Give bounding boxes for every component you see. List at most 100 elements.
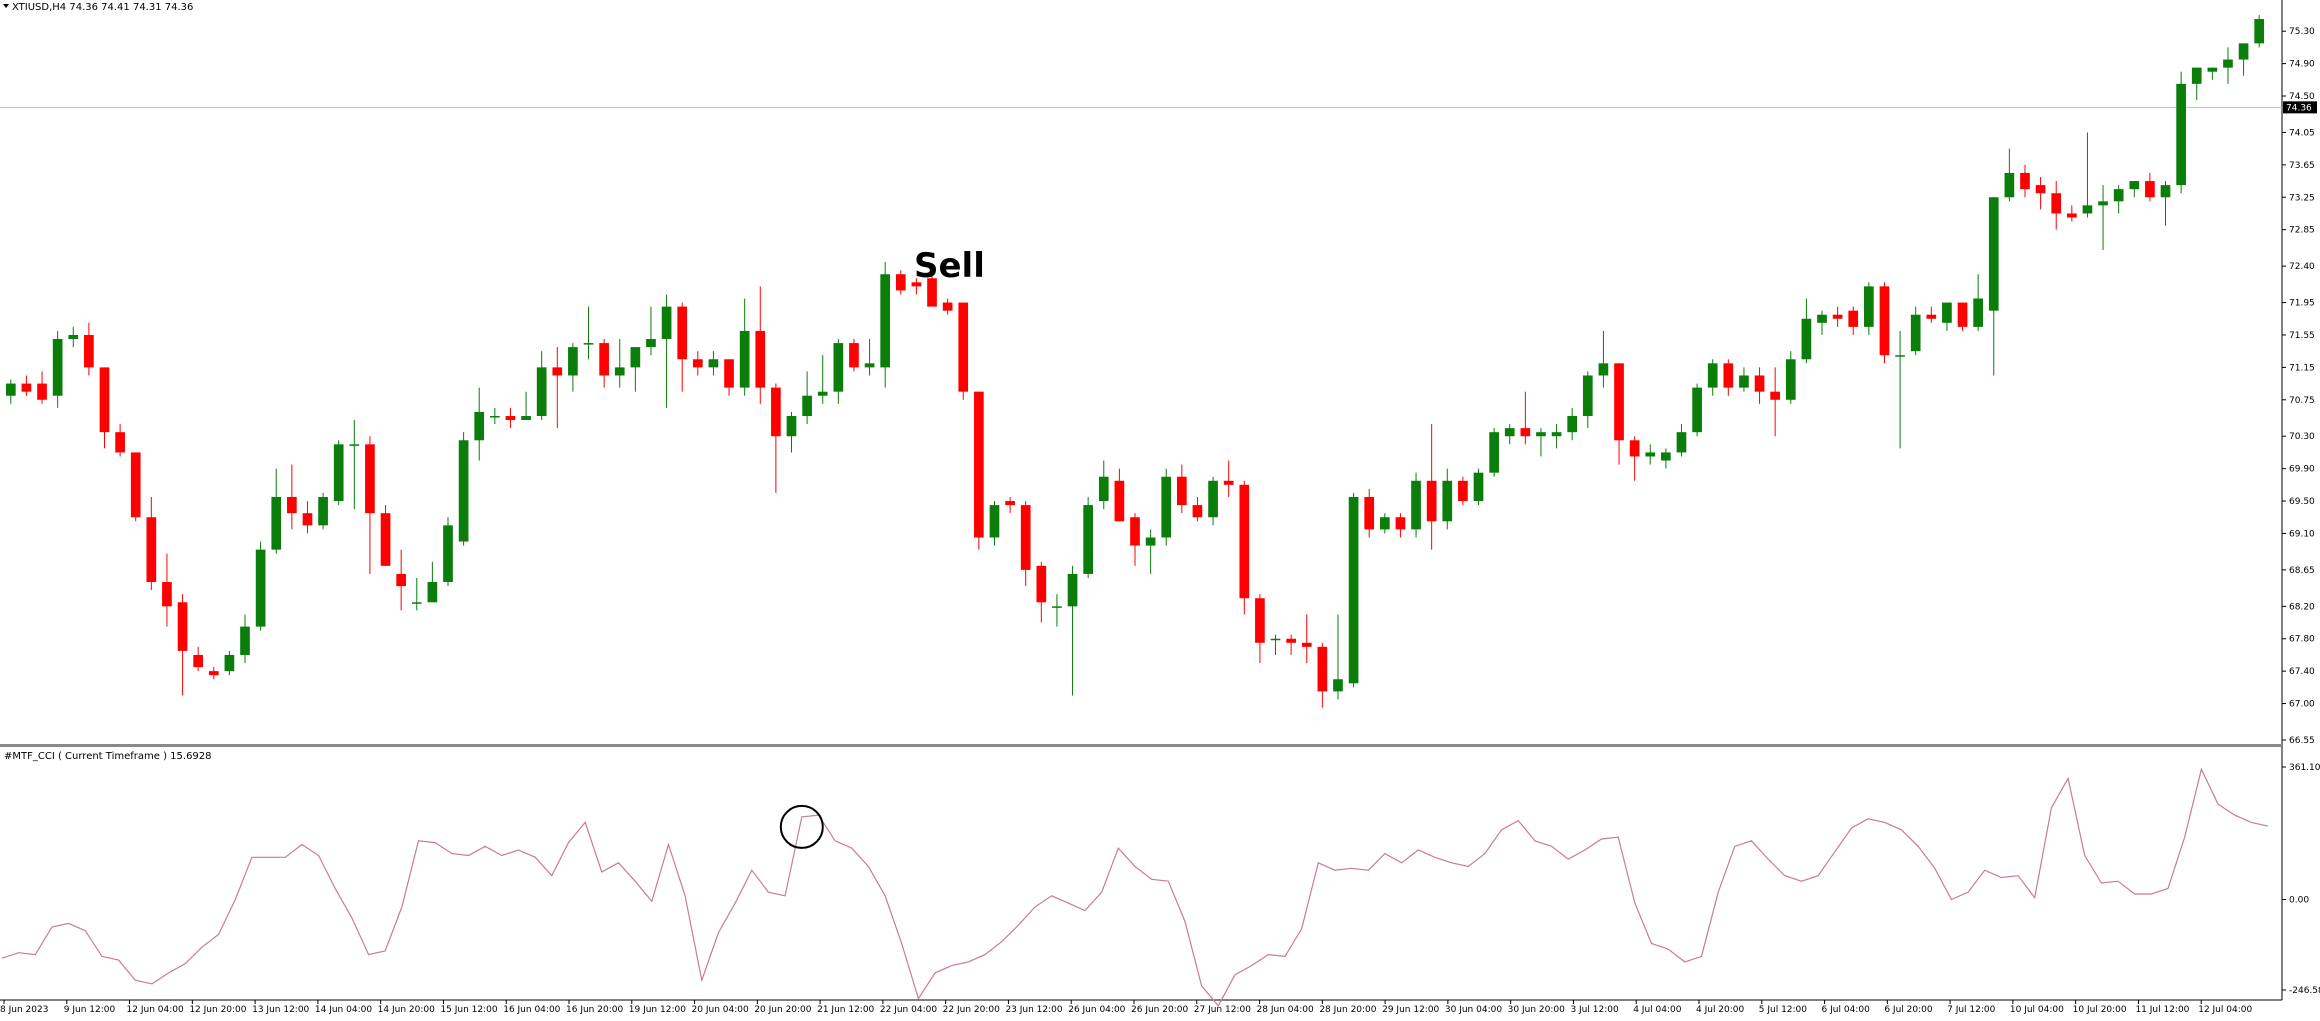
candle-body xyxy=(1379,517,1390,530)
candle-body xyxy=(1161,476,1172,538)
candle xyxy=(302,501,313,534)
candle xyxy=(1177,464,1187,514)
price-tick-label: 73.25 xyxy=(2289,193,2315,203)
candle-body xyxy=(1910,314,1921,352)
time-tick-label: 14 Jun 04:00 xyxy=(315,1005,372,1015)
current-price-tag xyxy=(2283,101,2317,114)
candle-body xyxy=(2176,83,2186,186)
candle xyxy=(427,561,438,603)
candle-body xyxy=(2035,185,2046,194)
candle-body xyxy=(1067,573,1078,607)
candle xyxy=(365,436,375,574)
candle xyxy=(1473,468,1484,506)
candle-body xyxy=(2082,205,2093,214)
candle xyxy=(1536,428,1546,457)
candle-body xyxy=(989,505,1000,538)
candle-body xyxy=(1926,314,1937,319)
candle xyxy=(1692,383,1702,437)
candle xyxy=(1395,513,1406,538)
price-tick-label: 70.30 xyxy=(2289,432,2315,442)
candle-body xyxy=(1317,646,1328,692)
time-tick-label: 6 Jul 20:00 xyxy=(1884,1005,1933,1015)
candle-body xyxy=(411,602,422,604)
candle-body xyxy=(2145,181,2155,198)
candle-body xyxy=(1895,355,1905,357)
candle xyxy=(2020,164,2030,198)
candle-body xyxy=(1614,363,1624,441)
time-tick-label: 23 Jun 12:00 xyxy=(1005,1005,1062,1015)
price-tick-label: 69.90 xyxy=(2289,465,2315,475)
candle-body xyxy=(1239,484,1250,599)
time-tick-label: 22 Jun 04:00 xyxy=(880,1005,937,1015)
candle-body xyxy=(458,440,469,542)
candle-body xyxy=(427,582,438,603)
sell-annotation-label: Sell xyxy=(914,246,985,286)
time-tick-label: 28 Jun 20:00 xyxy=(1319,1005,1376,1015)
candle xyxy=(380,505,391,566)
candle-body xyxy=(1723,363,1734,388)
candle xyxy=(1832,306,1843,327)
candle xyxy=(1661,448,1671,469)
candle xyxy=(2160,181,2171,226)
candle-body xyxy=(927,278,937,307)
candle-body xyxy=(474,411,485,441)
candle-body xyxy=(1270,638,1281,641)
candle-body xyxy=(958,302,969,392)
candle-body xyxy=(162,582,172,607)
candle xyxy=(2082,132,2093,218)
candle xyxy=(1067,565,1078,696)
candle-body xyxy=(1817,314,1827,323)
time-tick-label: 6 Jul 04:00 xyxy=(1822,1005,1871,1015)
candle-body xyxy=(2129,181,2140,190)
symbol-dropdown-icon[interactable] xyxy=(3,4,9,8)
candle xyxy=(708,351,719,376)
candle xyxy=(193,646,204,672)
candle xyxy=(599,339,609,388)
candle xyxy=(1333,614,1343,700)
candle-body xyxy=(646,339,656,348)
time-tick-label: 16 Jun 04:00 xyxy=(503,1005,560,1015)
candle-body xyxy=(1645,452,1656,457)
time-tick-label: 5 Jul 12:00 xyxy=(1759,1005,1808,1015)
candle xyxy=(162,553,172,627)
candle-body xyxy=(318,496,328,526)
candle xyxy=(833,339,844,404)
time-tick-label: 21 Jun 12:00 xyxy=(817,1005,874,1015)
time-tick-label: 28 Jun 04:00 xyxy=(1257,1005,1314,1015)
cci-peak-circle-annotation xyxy=(779,804,824,849)
indicator-info-line: #MTF_CCI ( Current Timeframe ) 15.6928 xyxy=(4,751,212,762)
candle-body xyxy=(68,334,79,340)
candle xyxy=(1379,513,1390,534)
candle xyxy=(1192,496,1203,522)
candle-body xyxy=(1098,476,1109,502)
candle-body xyxy=(895,274,906,291)
time-tick-label: 19 Jun 12:00 xyxy=(629,1005,686,1015)
pane-separator[interactable] xyxy=(0,744,2282,747)
candle xyxy=(1442,468,1453,530)
candle xyxy=(2145,172,2155,202)
candle-body xyxy=(2207,67,2218,72)
candle-body xyxy=(1801,318,1812,360)
candle xyxy=(208,667,219,680)
candle xyxy=(1286,634,1296,655)
candle xyxy=(1458,476,1468,506)
current-price-layer: 74.36 xyxy=(0,101,2317,114)
time-tick-label: 3 Jul 12:00 xyxy=(1570,1005,1619,1015)
candle xyxy=(1739,367,1749,392)
time-tick-label: 13 Jun 12:00 xyxy=(252,1005,309,1015)
candle-body xyxy=(1770,391,1781,400)
candle xyxy=(271,468,282,554)
candle xyxy=(614,339,625,388)
candle-body xyxy=(1005,501,1015,506)
candle-body xyxy=(2223,59,2233,68)
candle-body xyxy=(661,306,672,340)
candle-body xyxy=(349,444,360,446)
candle xyxy=(2035,177,2046,210)
candle-body xyxy=(302,513,313,526)
price-tick-label: 75.30 xyxy=(2289,27,2315,37)
candle-body xyxy=(1473,472,1484,502)
candle-body xyxy=(911,282,922,287)
candle xyxy=(240,614,250,664)
candle-body xyxy=(1536,432,1546,437)
